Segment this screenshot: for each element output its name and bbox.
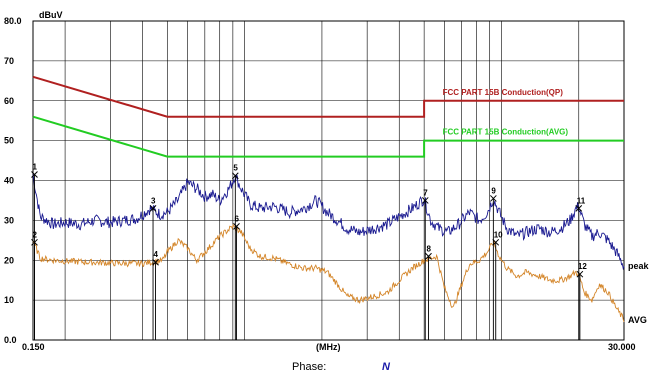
limit-line-avg xyxy=(32,115,624,158)
marker-x2-2 xyxy=(31,238,38,246)
marker-label-8: 8 xyxy=(427,244,432,253)
phase-label: Phase: xyxy=(292,361,327,373)
y-tick-label: 60 xyxy=(4,96,14,106)
x-start-label: 0.150 xyxy=(22,342,45,352)
series-end-label-peak: peak xyxy=(628,261,650,271)
marker-label-3: 3 xyxy=(151,196,156,205)
marker-label-1: 1 xyxy=(32,163,37,172)
y-axis-label: dBuV xyxy=(39,10,63,20)
marker-label-11: 11 xyxy=(577,196,586,205)
marker-label-12: 12 xyxy=(578,262,587,271)
series-end-label-avg: AVG xyxy=(628,315,647,325)
marker-x2-10 xyxy=(492,238,500,246)
marker-x2-5 xyxy=(231,172,239,180)
series-peak xyxy=(32,174,625,271)
limit-label-avg: FCC PART 15B Conduction(AVG) xyxy=(443,128,569,137)
marker-x2-8 xyxy=(425,252,432,260)
marker-x2-9 xyxy=(490,195,497,202)
y-tick-label: 10 xyxy=(4,295,14,305)
y-tick-label: 40 xyxy=(4,176,14,186)
y-tick-label: 70 xyxy=(4,56,14,66)
marker-x2-12 xyxy=(576,270,584,278)
marker-x2-4 xyxy=(152,258,159,266)
marker-x2-3 xyxy=(149,205,157,212)
limit-line-qp xyxy=(32,75,624,118)
marker-label-10: 10 xyxy=(494,230,503,239)
y-tick-label: 30 xyxy=(4,215,14,225)
marker-x2-6 xyxy=(233,223,240,230)
marker-label-9: 9 xyxy=(491,186,496,195)
phase-value: N xyxy=(382,361,390,373)
axis-labels: 80.0 70 60 50 40 30 20 10 0.0 dBuV 0.150 30.000 (MHz… xyxy=(4,10,636,352)
y-tick-label: 80.0 xyxy=(4,16,22,26)
marker-x2-11 xyxy=(575,205,583,212)
marker-label-7: 7 xyxy=(423,188,428,197)
y-tick-label: 0.0 xyxy=(4,335,17,345)
x-end-label: 30.000 xyxy=(608,342,636,352)
marker-label-2: 2 xyxy=(32,230,37,239)
marker-label-6: 6 xyxy=(235,214,240,223)
limit-lines: FCC PART 15B Conduction(QP) FCC PART 15B … xyxy=(32,75,624,158)
y-tick-label: 50 xyxy=(4,136,14,146)
series-lines: peak AVG xyxy=(32,174,650,325)
marker-x2-1 xyxy=(31,171,38,178)
marker-label-4: 4 xyxy=(154,250,159,259)
limit-label-qp: FCC PART 15B Conduction(QP) xyxy=(443,88,564,97)
x-axis-label: (MHz) xyxy=(316,342,341,352)
series-avg xyxy=(32,223,625,323)
y-tick-label: 20 xyxy=(4,255,14,265)
marker-label-5: 5 xyxy=(233,164,238,173)
marker-x2-7 xyxy=(421,197,429,204)
